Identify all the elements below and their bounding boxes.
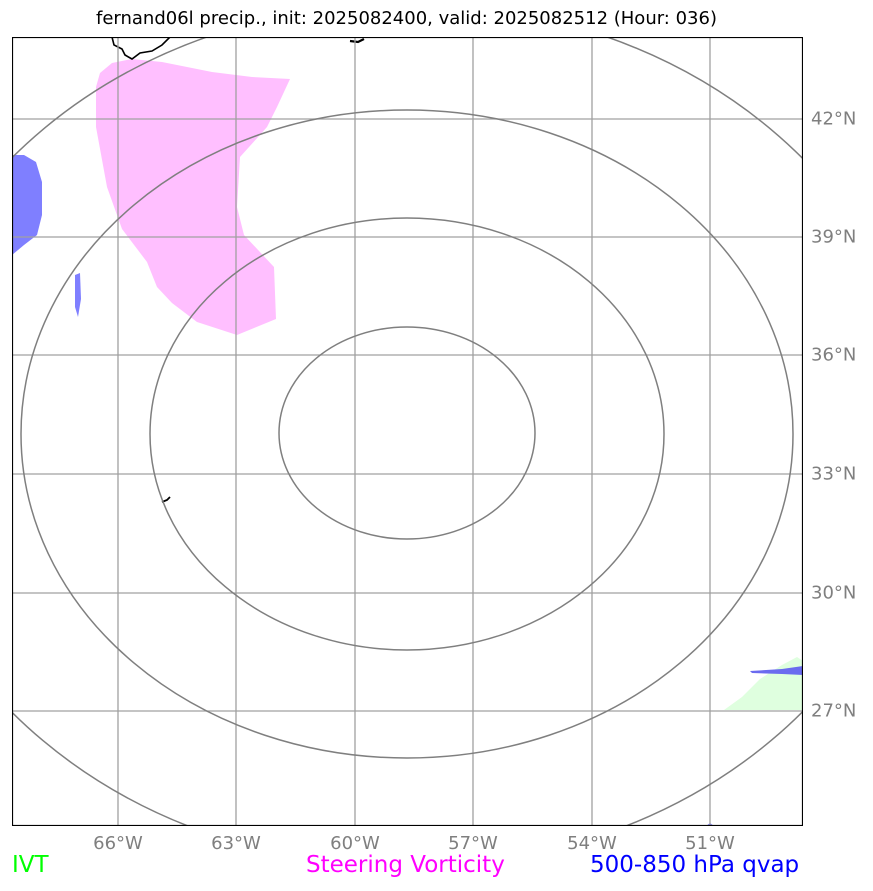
distance-rings xyxy=(12,37,803,826)
ring-3 xyxy=(20,109,794,759)
longitude-gridlines xyxy=(117,37,711,826)
qvap-streak-southeast xyxy=(750,666,803,675)
coastline-island-north xyxy=(349,38,365,44)
legend-steering-vorticity: Steering Vorticity xyxy=(306,852,505,878)
map-border xyxy=(12,37,803,826)
lon-label-66w: 66°W xyxy=(93,833,143,854)
map-canvas xyxy=(12,37,803,826)
legend-qvap: 500-850 hPa qvap xyxy=(590,852,800,878)
lon-label-54w: 54°W xyxy=(567,833,617,854)
lon-label-63w: 63°W xyxy=(211,833,261,854)
lat-label-30n: 30°N xyxy=(811,582,857,604)
coastline-island-bermuda xyxy=(161,496,171,503)
lat-label-27n: 27°N xyxy=(811,700,857,722)
ivt-area-southeast xyxy=(724,657,803,710)
ring-2 xyxy=(149,217,665,651)
lon-label-60w: 60°W xyxy=(330,833,380,854)
coastline-fragment-north xyxy=(111,37,171,60)
map-title: fernand06l precip., init: 2025082400, va… xyxy=(96,8,717,29)
lat-label-33n: 33°N xyxy=(811,463,857,485)
latitude-gridlines xyxy=(12,118,803,712)
lat-label-36n: 36°N xyxy=(811,344,857,366)
ring-1 xyxy=(278,326,536,540)
lat-label-39n: 39°N xyxy=(811,226,857,248)
lat-label-42n: 42°N xyxy=(811,108,857,130)
legend-ivt: IVT xyxy=(12,852,49,878)
qvap-streak-west xyxy=(75,273,81,317)
qvap-area-west xyxy=(12,155,42,255)
steering-vorticity-area xyxy=(96,59,290,335)
lon-label-51w: 51°W xyxy=(685,833,735,854)
lon-label-57w: 57°W xyxy=(448,833,498,854)
